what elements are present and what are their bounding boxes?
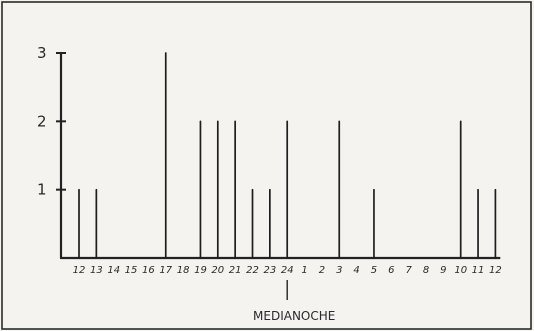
x-tick-label: 24 xyxy=(281,265,294,276)
x-tick-label: 15 xyxy=(125,265,138,276)
x-tick-label: 13 xyxy=(90,265,103,276)
x-tick-labels: 12 13 14 15 16 17 18 19 20 21 22 23 24 1 2 3 4 5 6 7 8 9 10 11 1… xyxy=(73,265,502,276)
x-tick-label: 19 xyxy=(194,265,207,276)
x-tick-label: 21 xyxy=(229,265,242,276)
y-tick-label: 3 xyxy=(37,44,47,62)
x-tick-label: 9 xyxy=(440,265,446,276)
x-tick-label: 14 xyxy=(107,265,120,276)
y-tick-label: 2 xyxy=(37,112,47,130)
x-tick-label: 12 xyxy=(73,265,86,276)
x-tick-label: 7 xyxy=(405,265,412,276)
midnight-label: MEDIANOCHE xyxy=(253,309,335,323)
bars xyxy=(78,52,497,259)
x-tick-label: 10 xyxy=(454,265,467,276)
x-tick-label: 12 xyxy=(489,265,502,276)
midnight-annotation: MEDIANOCHE xyxy=(253,280,335,323)
x-tick-label: 8 xyxy=(423,265,429,276)
x-tick-label: 1 xyxy=(301,265,307,276)
x-tick-label: 20 xyxy=(211,265,224,276)
x-tick-label: 18 xyxy=(177,265,190,276)
x-tick-label: 22 xyxy=(246,265,259,276)
x-tick-label: 4 xyxy=(353,265,359,276)
y-tick-label: 1 xyxy=(37,181,47,199)
x-tick-label: 2 xyxy=(319,265,325,276)
x-tick-label: 16 xyxy=(142,265,155,276)
x-tick-label: 17 xyxy=(159,265,172,276)
x-tick-label: 5 xyxy=(371,265,377,276)
x-tick-label: 23 xyxy=(263,265,276,276)
x-tick-label: 11 xyxy=(472,265,485,276)
y-axis: 1 2 3 xyxy=(37,44,66,260)
x-tick-label: 3 xyxy=(336,265,342,276)
x-tick-label: 6 xyxy=(388,265,394,276)
